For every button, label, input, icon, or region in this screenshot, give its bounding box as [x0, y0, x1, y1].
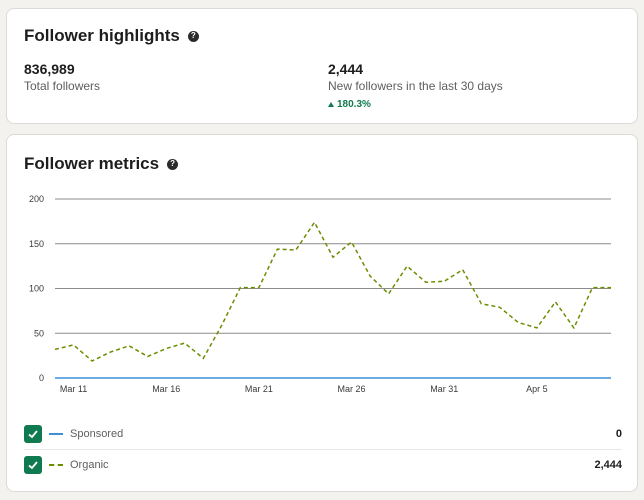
- legend-label-sponsored: Sponsored: [70, 428, 124, 440]
- follower-metrics-title: Follower metrics ?: [24, 154, 179, 174]
- sponsored-checkbox[interactable]: [24, 425, 42, 443]
- x-tick-label: Mar 21: [245, 384, 273, 394]
- series-line-organic: [54, 220, 611, 362]
- follower-metrics-chart: 0 50 100 150 200 Mar 11 Mar 16 Mar 21 Mar 26 Mar …: [29, 194, 611, 394]
- legend-row-sponsored[interactable]: Sponsored 0: [24, 419, 622, 450]
- sponsored-swatch: [49, 433, 63, 435]
- y-tick-label: 200: [29, 194, 44, 204]
- legend-row-organic[interactable]: Organic 2,444: [24, 450, 622, 480]
- total-followers-stat: 836,989 Total followers: [24, 61, 100, 93]
- x-tick-label: Mar 26: [338, 384, 366, 394]
- follower-metrics-title-text: Follower metrics: [24, 154, 160, 173]
- legend-value-organic: 2,444: [594, 459, 622, 471]
- new-followers-change: 180.3%: [328, 99, 503, 110]
- y-tick-label: 150: [29, 239, 44, 249]
- checkmark-icon: [28, 461, 38, 470]
- x-tick-label: Apr 5: [526, 384, 548, 394]
- organic-swatch: [49, 464, 63, 466]
- y-tick-label: 0: [39, 373, 44, 383]
- new-followers-value: 2,444: [328, 61, 364, 77]
- follower-highlights-card: Follower highlights ? 836,989 Total foll…: [6, 8, 638, 124]
- x-tick-label: Mar 31: [430, 384, 458, 394]
- y-tick-label: 100: [29, 284, 44, 294]
- legend-value-sponsored: 0: [615, 428, 622, 440]
- total-followers-value: 836,989: [24, 61, 75, 77]
- total-followers-label: Total followers: [24, 79, 101, 93]
- x-tick-label: Mar 16: [152, 384, 180, 394]
- new-followers-label: New followers in the last 30 days: [328, 79, 503, 93]
- organic-checkbox[interactable]: [24, 456, 42, 474]
- follower-highlights-title: Follower highlights ?: [24, 26, 199, 46]
- help-icon[interactable]: ?: [167, 158, 179, 170]
- y-tick-label: 50: [34, 328, 44, 338]
- follower-highlights-title-text: Follower highlights: [24, 26, 180, 45]
- x-tick-label: Mar 11: [60, 384, 87, 394]
- help-icon[interactable]: ?: [187, 30, 199, 42]
- trend-up-icon: [328, 102, 334, 107]
- new-followers-stat: 2,444 New followers in the last 30 days …: [328, 61, 503, 110]
- new-followers-change-value: 180.3%: [337, 99, 371, 110]
- checkmark-icon: [28, 430, 38, 439]
- legend-label-organic: Organic: [70, 459, 109, 471]
- follower-metrics-card: Follower metrics ? 0 50 100 150 200 Mar 11 Mar…: [6, 134, 638, 492]
